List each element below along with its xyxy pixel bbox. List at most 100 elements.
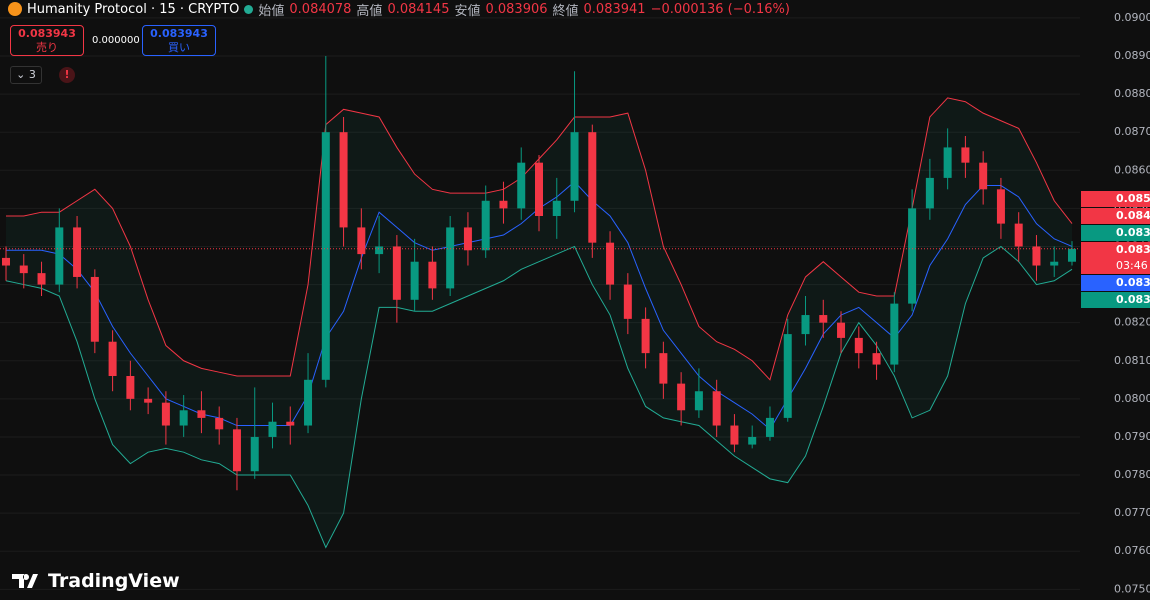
candle-body [392, 246, 401, 300]
y-tick-label: 0.0790 [1114, 430, 1150, 443]
indicator-toggle[interactable]: ⌄ 3 [10, 66, 42, 84]
candle-body [1014, 223, 1023, 247]
candle-body [161, 402, 170, 426]
candle-body [375, 246, 384, 255]
sell-label: 売り [36, 41, 58, 54]
price-label-bg [1081, 225, 1150, 241]
candle-body [357, 227, 366, 255]
indicator-count: 3 [28, 68, 36, 81]
price-label-bg [1081, 191, 1150, 207]
indicator-line [5, 245, 1073, 549]
candle-body [108, 341, 117, 376]
price-label-bg [1081, 208, 1150, 224]
candle-body [126, 376, 135, 399]
watermark-text: TradingView [48, 570, 180, 592]
candle-body [979, 162, 988, 190]
candle-body [872, 353, 881, 365]
candle-body [837, 322, 846, 338]
candle-body [641, 318, 650, 354]
candle-body [783, 334, 792, 418]
y-tick-label: 0.0880 [1114, 87, 1150, 100]
price-label: 0.0845 [1116, 209, 1150, 222]
candle-body [481, 200, 490, 251]
candle-body [446, 227, 455, 289]
spread: 0.000000 [92, 35, 140, 46]
y-tick-label: 0.0770 [1114, 506, 1150, 519]
candle-body [517, 162, 526, 209]
alert-icon[interactable]: ! [59, 67, 75, 83]
candle-body [410, 261, 419, 300]
candle-body [712, 391, 721, 426]
candle-body [694, 391, 703, 411]
candle-body [943, 147, 952, 178]
countdown: 03:46 [1116, 259, 1148, 272]
buy-button[interactable]: 0.083943 買い [142, 25, 216, 56]
price-label: 0.0839 [1116, 226, 1150, 239]
ohlc-value: 0.084078 [289, 1, 352, 17]
candle-body [748, 436, 757, 445]
candle-body [677, 383, 686, 411]
price-label: 0.0839 [1116, 276, 1150, 289]
candle-body [535, 162, 543, 216]
y-tick-label: 0.0900 [1114, 11, 1150, 24]
candle-body [908, 208, 917, 304]
candle-body [1068, 248, 1076, 262]
candle-body [890, 303, 899, 365]
ohlc-value: 0.083941 [583, 1, 646, 17]
watermark: TradingView [12, 570, 180, 592]
candle-body [339, 132, 348, 228]
candle-body [73, 227, 82, 277]
candle-body [623, 284, 632, 319]
candle-body [801, 315, 810, 335]
y-tick-label: 0.0820 [1114, 316, 1150, 329]
watermark-icon [12, 574, 38, 588]
sell-button[interactable]: 0.083943 売り [10, 25, 84, 56]
candle-body [268, 421, 277, 437]
y-tick-label: 0.0780 [1114, 468, 1150, 481]
candle-body [659, 353, 668, 384]
buy-label: 買い [168, 41, 190, 54]
candle-body [996, 189, 1005, 224]
candle-body [925, 177, 934, 209]
candle-body [144, 398, 153, 403]
price-label-bg [1081, 242, 1150, 274]
y-tick-label: 0.0870 [1114, 125, 1150, 138]
candle-body [588, 132, 597, 243]
candle-body [1050, 261, 1059, 266]
candle-body [428, 261, 437, 289]
ohlc-value: 0.083906 [485, 1, 548, 17]
candle-body [854, 337, 863, 354]
candle-body [37, 273, 46, 285]
market-status [244, 4, 254, 14]
legend-header: Humanity Protocol · 15 · CRYPTO 始値 0.0840… [8, 0, 790, 19]
candle-body [730, 425, 739, 445]
symbol-logo [8, 2, 22, 16]
candle-body [499, 200, 508, 209]
ohlc-label: 安値 [454, 3, 481, 19]
candle-body [19, 265, 28, 274]
ohlc-value: 0.084145 [387, 1, 450, 17]
ohlc-label: 始値 [258, 3, 285, 19]
candle-body [215, 417, 224, 430]
ohlc-label: 終値 [552, 3, 579, 19]
candle-body [90, 276, 99, 342]
y-tick-label: 0.0760 [1114, 544, 1150, 557]
candle-body [304, 379, 313, 426]
candle-body [961, 147, 970, 163]
price-label-bg [1081, 292, 1150, 308]
symbol: Humanity Protocol · 15 · CRYPTO [27, 1, 240, 17]
buy-price: 0.083943 [150, 27, 208, 40]
candle-body [250, 436, 259, 472]
candle-body [286, 421, 295, 426]
candle-body [552, 200, 561, 216]
ohlc-label: 高値 [356, 3, 383, 19]
y-tick-label: 0.0750 [1114, 582, 1150, 595]
candle-body [197, 410, 206, 418]
candle-body [570, 132, 579, 201]
sell-price: 0.083943 [18, 27, 76, 40]
y-tick-label: 0.0810 [1114, 354, 1150, 367]
y-tick-label: 0.0890 [1114, 49, 1150, 62]
price-label-bg [1081, 275, 1150, 291]
candle-body [321, 132, 330, 380]
